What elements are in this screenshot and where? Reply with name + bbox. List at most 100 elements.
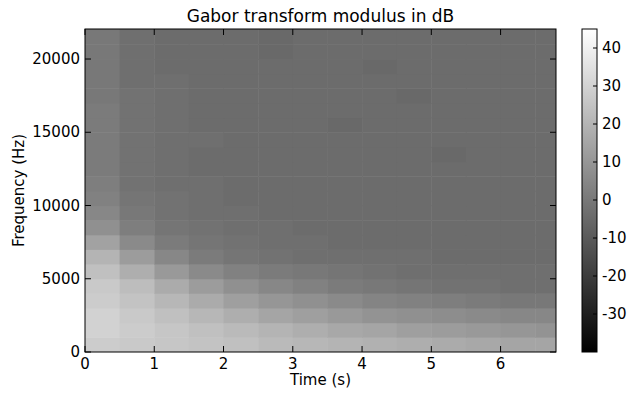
cell <box>397 191 432 206</box>
cell <box>154 206 189 221</box>
cell <box>431 118 466 133</box>
cell <box>362 162 397 177</box>
cell <box>293 323 328 338</box>
cell <box>85 118 120 133</box>
cell <box>431 103 466 118</box>
cell <box>327 176 362 191</box>
cell <box>327 323 362 338</box>
cell <box>501 249 536 264</box>
cell <box>154 323 189 338</box>
cell <box>224 59 259 74</box>
cell <box>535 59 556 74</box>
cell <box>431 132 466 147</box>
cell <box>501 235 536 250</box>
cell <box>189 132 224 147</box>
cell <box>535 264 556 279</box>
cell <box>120 132 155 147</box>
cell <box>258 29 293 45</box>
cell <box>362 147 397 162</box>
colorbar-tick-label: 40 <box>602 39 621 57</box>
cell <box>535 308 556 323</box>
cell <box>501 176 536 191</box>
cell <box>466 162 501 177</box>
cell <box>466 176 501 191</box>
cell <box>431 264 466 279</box>
cell <box>154 118 189 133</box>
cell <box>466 103 501 118</box>
cell <box>120 235 155 250</box>
cell <box>85 74 120 89</box>
cell <box>327 118 362 133</box>
cell <box>397 88 432 103</box>
cell <box>501 191 536 206</box>
y-tick <box>85 205 91 206</box>
cell <box>535 147 556 162</box>
colorbar-tick <box>593 86 597 87</box>
cell <box>258 118 293 133</box>
cell <box>120 337 155 352</box>
cell <box>189 147 224 162</box>
colorbar-tick-label: -30 <box>602 305 627 323</box>
cell <box>535 220 556 235</box>
cell <box>293 118 328 133</box>
cell <box>501 147 536 162</box>
cell <box>362 264 397 279</box>
cell <box>85 147 120 162</box>
cell <box>154 220 189 235</box>
y-tick <box>550 205 556 206</box>
cell <box>85 44 120 59</box>
cell <box>327 279 362 294</box>
cell <box>293 103 328 118</box>
cell <box>120 220 155 235</box>
colorbar-tick <box>593 162 597 163</box>
cell <box>189 293 224 308</box>
cell <box>431 162 466 177</box>
cell <box>258 132 293 147</box>
cell <box>431 337 466 352</box>
cell <box>431 59 466 74</box>
frame <box>85 29 556 352</box>
cell <box>397 162 432 177</box>
cell <box>362 220 397 235</box>
x-tick <box>500 29 501 35</box>
cell <box>431 206 466 221</box>
cell <box>327 162 362 177</box>
cell <box>535 279 556 294</box>
cell <box>85 176 120 191</box>
cell <box>293 88 328 103</box>
cell <box>258 88 293 103</box>
cell <box>258 191 293 206</box>
cell <box>535 74 556 89</box>
cell <box>431 308 466 323</box>
cell <box>224 308 259 323</box>
cell <box>154 249 189 264</box>
cell <box>224 235 259 250</box>
cell <box>397 74 432 89</box>
cell <box>431 147 466 162</box>
cell <box>154 29 189 45</box>
cell <box>258 103 293 118</box>
cell <box>501 293 536 308</box>
cell <box>431 29 466 45</box>
cell <box>85 308 120 323</box>
cell <box>397 176 432 191</box>
cell <box>293 191 328 206</box>
cell <box>189 162 224 177</box>
cell <box>535 88 556 103</box>
cell <box>431 279 466 294</box>
x-tick-label: 6 <box>496 355 506 373</box>
cell <box>327 191 362 206</box>
cell <box>535 235 556 250</box>
cell <box>501 44 536 59</box>
cell <box>120 323 155 338</box>
cell <box>501 132 536 147</box>
cell <box>85 162 120 177</box>
cell <box>258 308 293 323</box>
cell <box>189 191 224 206</box>
cell <box>431 293 466 308</box>
cell <box>189 59 224 74</box>
cell <box>397 132 432 147</box>
cell <box>224 29 259 45</box>
cell <box>189 279 224 294</box>
cell <box>466 235 501 250</box>
